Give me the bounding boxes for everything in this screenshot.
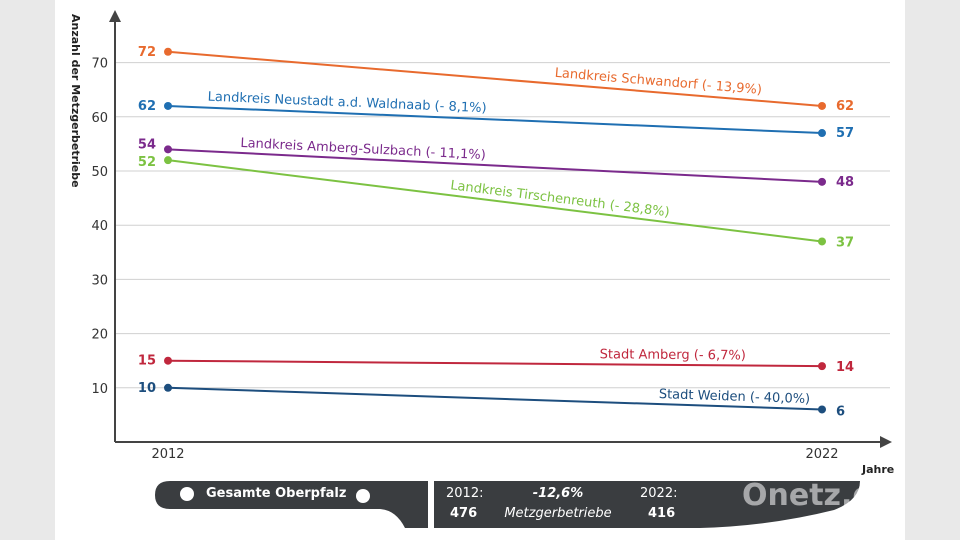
- y-tick-label-70: 70: [91, 57, 108, 72]
- handle-rivet-left: [180, 487, 194, 501]
- series-line-1: [167, 104, 823, 135]
- data-point-4-0: [164, 356, 172, 365]
- summary-start-year: 2012:: [446, 486, 483, 501]
- knife-summary: Gesamte Oberpfalz 2012: 476 -12,6% Metzg…: [155, 481, 860, 528]
- data-point-3-0: [164, 156, 172, 165]
- watermark: Onetz.de: [742, 478, 894, 513]
- data-point-3-1: [818, 237, 826, 246]
- data-label-1-start: 62: [138, 99, 156, 114]
- summary-end-value: 416: [648, 506, 675, 521]
- y-tick-label-60: 60: [91, 111, 108, 126]
- data-point-1-0: [164, 101, 172, 110]
- y-tick-label-40: 40: [91, 219, 108, 234]
- data-point-5-1: [818, 405, 826, 414]
- x-axis-arrow: [880, 436, 892, 448]
- data-label-4-end: 14: [836, 360, 854, 375]
- x-axis-title: Jahre: [861, 463, 894, 476]
- summary-end-year: 2022:: [640, 486, 677, 501]
- data-label-0-start: 72: [138, 45, 156, 60]
- data-label-3-start: 52: [138, 155, 156, 170]
- series-line-4: [167, 359, 823, 368]
- series-line-0: [167, 50, 823, 107]
- data-point-0-1: [818, 101, 826, 110]
- data-label-3-end: 37: [836, 235, 854, 250]
- summary-unit: Metzgerbetriebe: [504, 506, 611, 521]
- series-name-1: Landkreis Neustadt a.d. Waldnaab (- 8,1%…: [207, 90, 486, 117]
- data-label-5-end: 6: [836, 404, 845, 419]
- y-tick-label-10: 10: [91, 382, 108, 397]
- data-label-5-start: 10: [138, 381, 156, 396]
- summary-start-value: 476: [450, 506, 477, 521]
- summary-change: -12,6%: [533, 486, 584, 501]
- summary-title: Gesamte Oberpfalz: [206, 486, 346, 501]
- series-line-5: [167, 386, 823, 411]
- axes: [109, 10, 892, 448]
- series-5: 10 6 Stadt Weiden (- 40,0%): [138, 381, 845, 420]
- y-tick-label-50: 50: [91, 165, 108, 180]
- series-1: 62 57 Landkreis Neustadt a.d. Waldnaab (- …: [138, 90, 854, 141]
- data-label-1-end: 57: [836, 126, 854, 141]
- series-line-2: [167, 148, 823, 183]
- data-point-0-0: [164, 47, 172, 56]
- data-point-2-0: [164, 145, 172, 154]
- data-point-5-0: [164, 383, 172, 392]
- y-axis-title: Anzahl der Metzgerbetriebe: [69, 14, 82, 188]
- y-tick-label-30: 30: [91, 273, 108, 288]
- chart-panel: [55, 0, 905, 540]
- data-label-2-start: 54: [138, 137, 156, 152]
- data-label-0-end: 62: [836, 99, 854, 114]
- x-tick-label-2022: 2022: [805, 447, 838, 462]
- y-axis-arrow: [109, 10, 121, 22]
- data-point-1-1: [818, 129, 826, 138]
- x-tick-label-2012: 2012: [151, 447, 184, 462]
- series-name-4: Stadt Amberg (- 6,7%): [600, 347, 746, 363]
- handle-rivet-right: [356, 489, 370, 503]
- y-tick-label-20: 20: [91, 328, 108, 343]
- series-4: 15 14 Stadt Amberg (- 6,7%): [138, 347, 854, 375]
- knife-blade: [434, 481, 860, 528]
- y-tick-labels: 10 20 30 40 50 60 70: [91, 57, 108, 397]
- data-label-2-end: 48: [836, 175, 854, 190]
- data-label-4-start: 15: [138, 354, 156, 369]
- data-point-4-1: [818, 362, 826, 371]
- series-line-3: [167, 159, 823, 243]
- grid-lines: [115, 62, 890, 389]
- x-tick-labels: 2012 2022: [151, 447, 838, 462]
- data-point-2-1: [818, 177, 826, 186]
- series-name-5: Stadt Weiden (- 40,0%): [659, 387, 811, 407]
